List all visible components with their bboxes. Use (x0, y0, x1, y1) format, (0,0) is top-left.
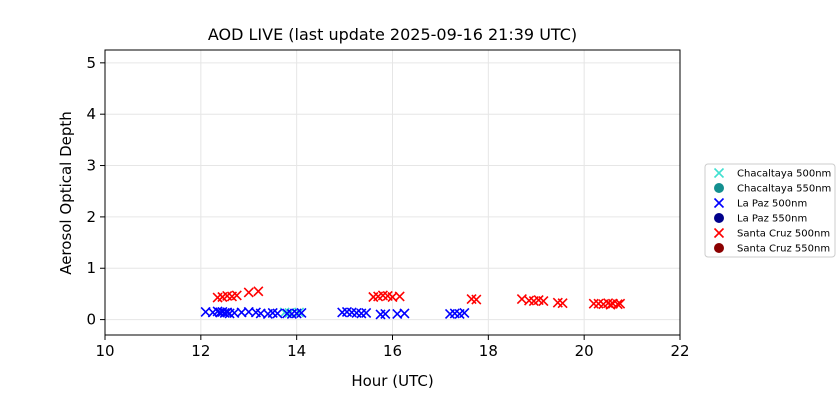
legend-label-santa-cruz-550nm: Santa Cruz 550nm (737, 244, 830, 255)
point-santa-cruz-500nm (615, 298, 626, 309)
x-tick-label: 10 (95, 342, 114, 360)
plot-frame (104, 49, 681, 336)
point-santa-cruz-500nm (538, 296, 549, 307)
point-la-paz-500nm (380, 308, 391, 320)
point-la-paz-500nm (296, 307, 307, 318)
x-tick-label: 14 (287, 342, 306, 360)
x-tick-label: 12 (191, 342, 210, 360)
legend-label-la-paz-500nm: La Paz 500nm (737, 199, 807, 210)
point-la-paz-500nm (459, 307, 470, 318)
point-la-paz-500nm (361, 307, 372, 318)
legend-marker-chacaltaya-500nm (713, 167, 725, 179)
x-tick-label: 20 (575, 342, 594, 360)
point-santa-cruz-500nm (612, 299, 623, 310)
legend-marker-chacaltaya-550nm (714, 183, 724, 193)
x-axis-label: Hour (UTC) (351, 372, 433, 390)
point-santa-cruz-500nm (243, 287, 254, 298)
legend-label-chacaltaya-550nm: Chacaltaya 550nm (737, 184, 831, 195)
point-santa-cruz-500nm (394, 291, 405, 302)
legend-box (704, 163, 836, 258)
y-tick-label: 5 (86, 54, 96, 72)
data-points (200, 286, 626, 320)
point-la-paz-500nm (399, 308, 410, 319)
point-santa-cruz-500nm (231, 290, 242, 301)
point-santa-cruz-500nm (471, 294, 482, 305)
point-santa-cruz-500nm (557, 298, 568, 309)
x-tick-label: 22 (670, 342, 689, 360)
chart-title: AOD LIVE (last update 2025-09-16 21:39 U… (208, 25, 577, 44)
legend-marker-la-paz-500nm (713, 197, 725, 209)
y-tick-label: 2 (86, 208, 96, 226)
legend: Chacaltaya 500nm Chacaltaya 550nm La Paz 5… (704, 163, 836, 258)
y-tick-label: 0 (86, 311, 96, 329)
y-tick-label: 3 (86, 157, 96, 175)
legend-marker-la-paz-550nm (714, 213, 724, 223)
legend-marker-santa-cruz-550nm (714, 243, 724, 253)
point-santa-cruz-500nm (253, 286, 264, 297)
y-axis-label: Aerosol Optical Depth (57, 111, 75, 275)
y-tick-label: 1 (86, 259, 96, 277)
legend-label-chacaltaya-500nm: Chacaltaya 500nm (737, 169, 831, 180)
legend-label-santa-cruz-500nm: Santa Cruz 500nm (737, 229, 830, 240)
x-tick-label: 18 (479, 342, 498, 360)
point-santa-cruz-500nm (588, 298, 599, 309)
point-la-paz-500nm (272, 308, 283, 319)
y-tick-label: 4 (86, 105, 96, 123)
legend-label-la-paz-550nm: La Paz 550nm (737, 214, 807, 225)
x-tick-label: 16 (383, 342, 402, 360)
grid-lines (104, 50, 681, 335)
legend-marker-santa-cruz-500nm (713, 227, 725, 239)
